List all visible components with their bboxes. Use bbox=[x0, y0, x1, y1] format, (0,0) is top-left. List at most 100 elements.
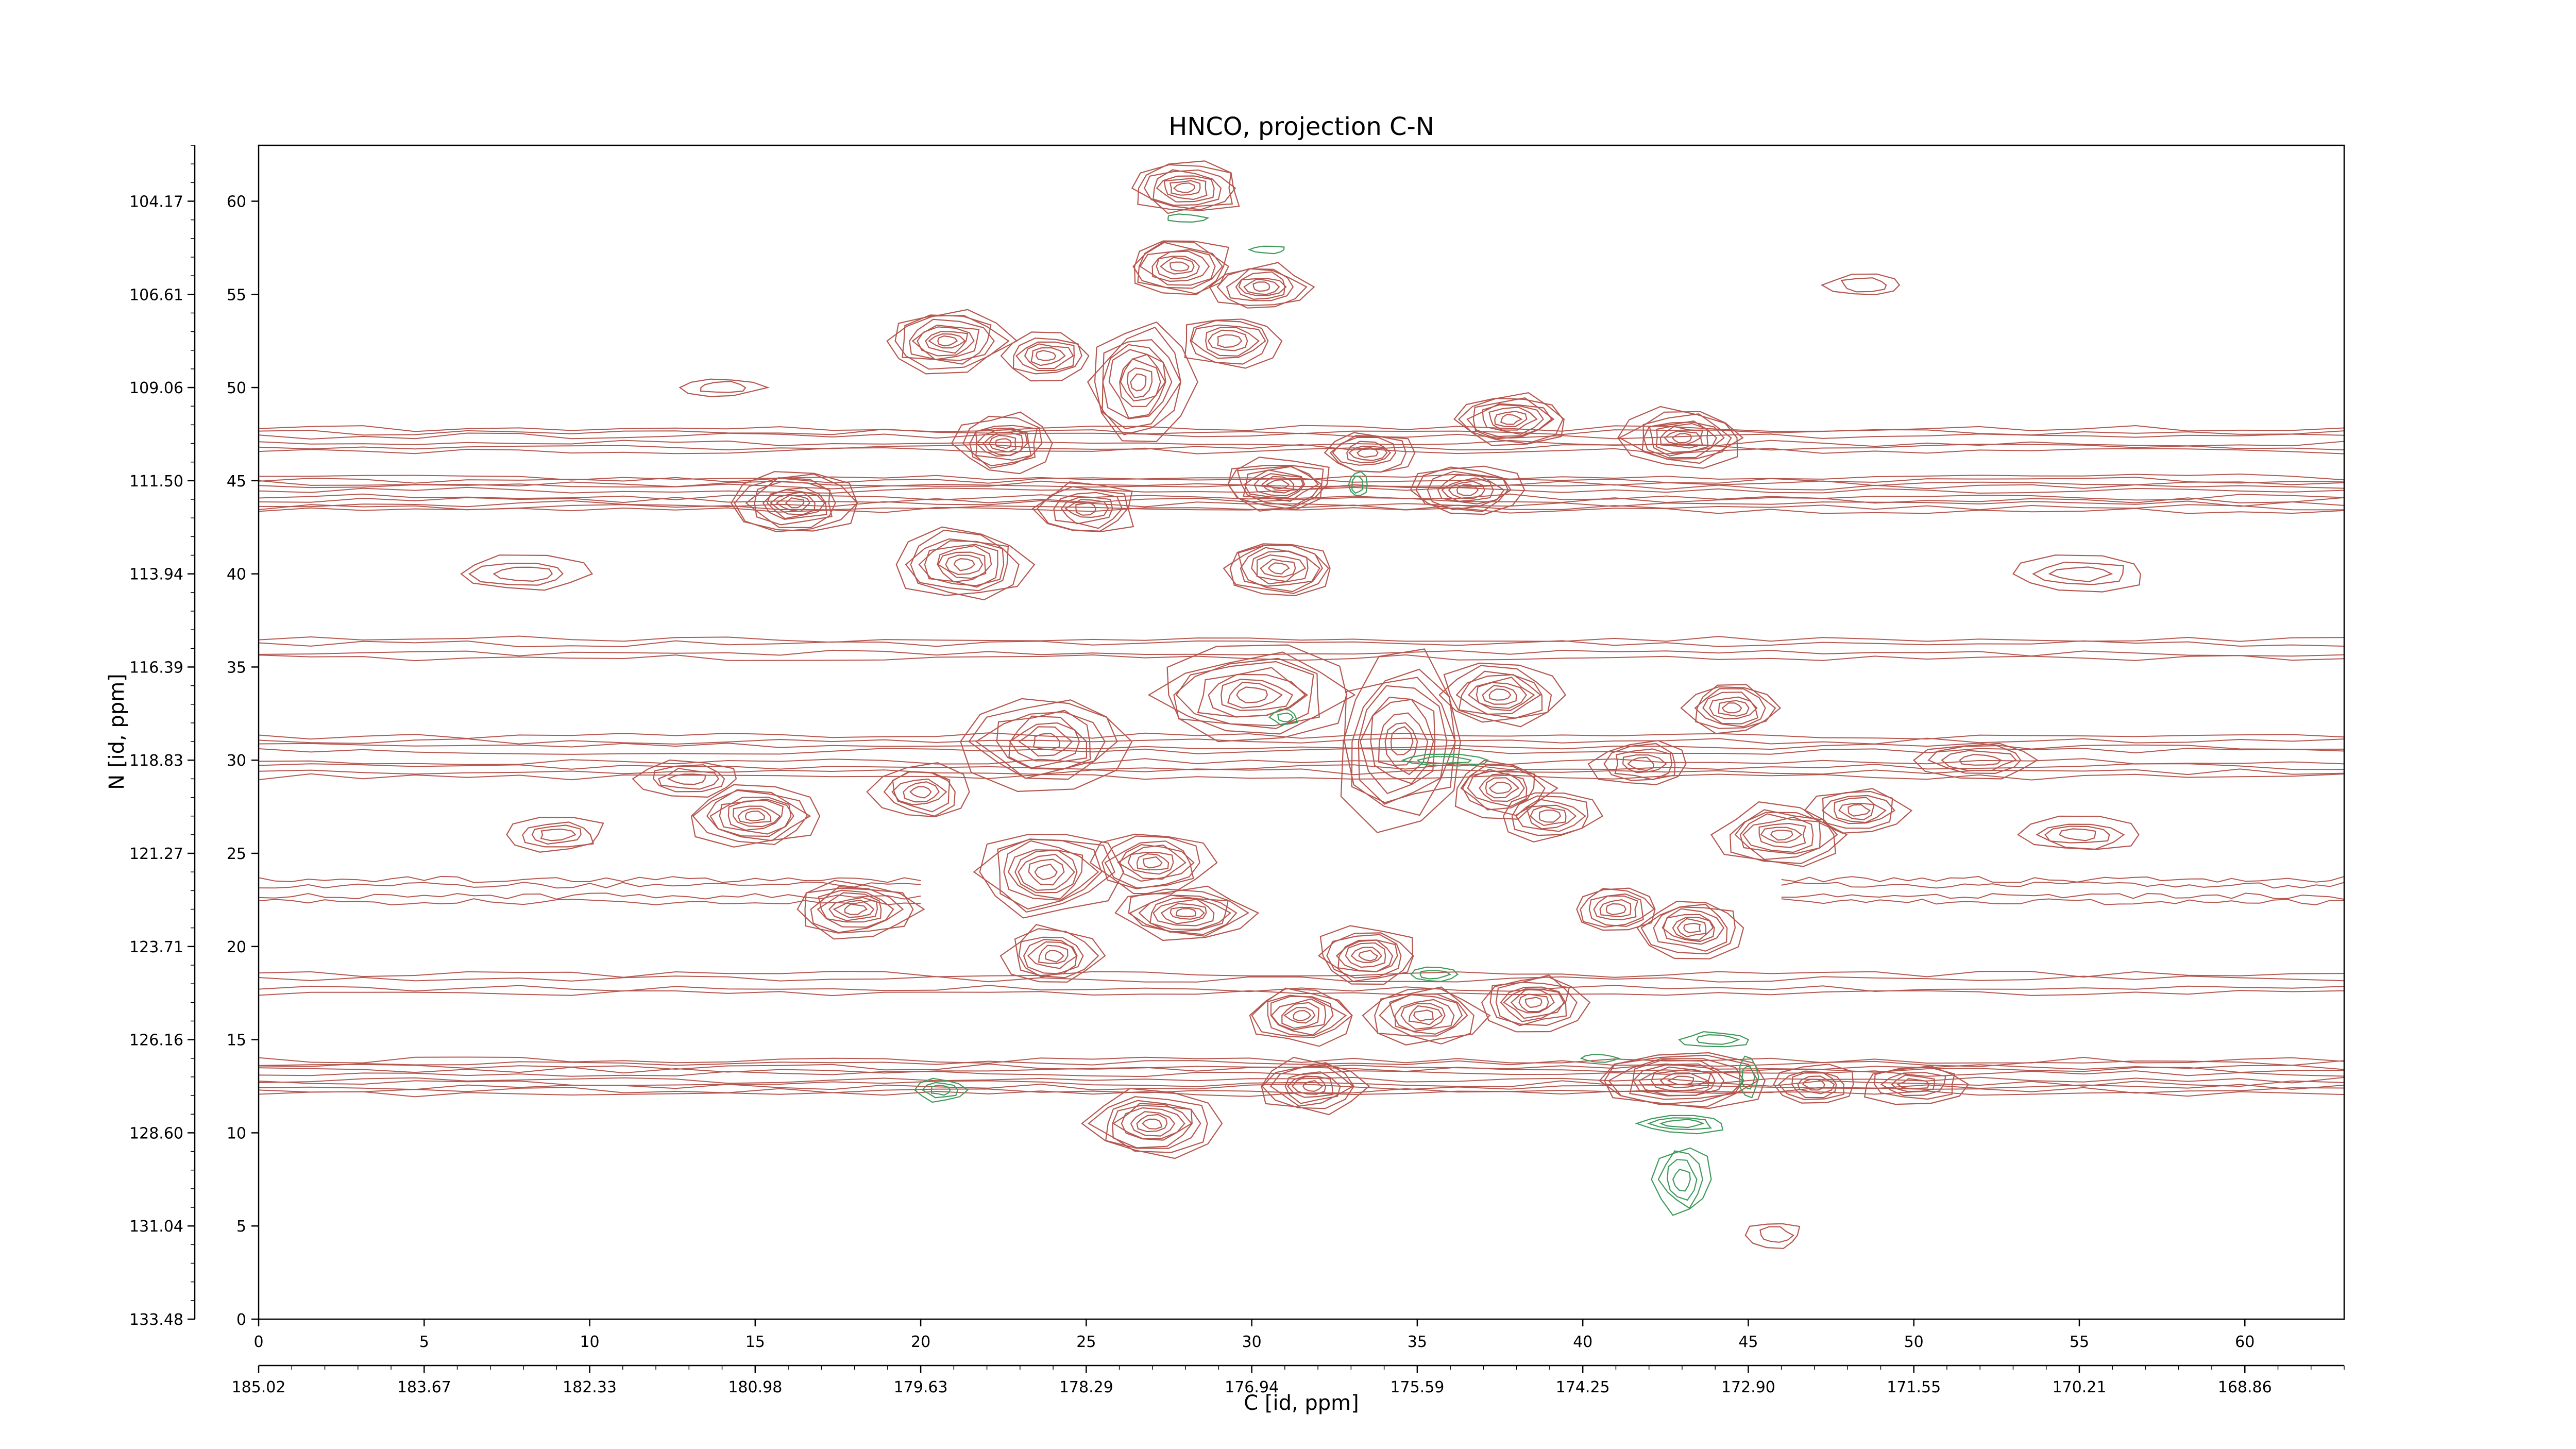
peak-contour-16-4 bbox=[1251, 550, 1309, 585]
peak-contour-30-6 bbox=[833, 899, 875, 918]
peak-contour-29-2 bbox=[1821, 795, 1896, 824]
peak-contour-31-1 bbox=[1128, 888, 1250, 937]
peak-contour-8-6 bbox=[1494, 411, 1528, 428]
peak-contour-34-3 bbox=[1663, 908, 1725, 945]
peak-contour-2-2 bbox=[1226, 268, 1294, 301]
y-axis-label: N [id, ppm] bbox=[105, 673, 129, 790]
peak-contour-32-5 bbox=[1038, 945, 1069, 964]
peak-contour-2-6 bbox=[1252, 281, 1270, 292]
peak-contour-41-4 bbox=[1633, 1063, 1725, 1097]
peak-contour-15-2 bbox=[905, 538, 1009, 592]
peak-contour-23-0 bbox=[690, 784, 821, 848]
peak-contour-12-4 bbox=[1348, 445, 1388, 461]
y-index-tick-label-6: 30 bbox=[227, 752, 246, 770]
peak-contour-36-3 bbox=[1500, 986, 1566, 1022]
peak-contour-8-7 bbox=[1500, 414, 1523, 425]
peak-contour-31-6 bbox=[1160, 903, 1207, 924]
x-index-tick-label-12: 60 bbox=[2235, 1333, 2255, 1351]
x-ppm-tick-label-6: 176.94 bbox=[1225, 1378, 1279, 1396]
peak-contour-47-1 bbox=[1927, 745, 2022, 774]
peak-contour-39-1 bbox=[1261, 1062, 1355, 1109]
band-contour-1-3-lower bbox=[259, 497, 2344, 504]
peak-contour-20-6 bbox=[1721, 702, 1742, 714]
x-ppm-tick-label-1: 183.67 bbox=[397, 1378, 451, 1396]
peak-contour-3-0 bbox=[886, 309, 1018, 375]
peak-contour-5-6 bbox=[1120, 358, 1161, 402]
band-contour-4-1-upper bbox=[259, 975, 2344, 983]
peak-contour-19-3 bbox=[1455, 674, 1541, 715]
peak-contour-42-4 bbox=[1802, 1079, 1825, 1091]
peak-contour-2-5 bbox=[1243, 278, 1280, 295]
peak-contour-33-2 bbox=[1326, 934, 1402, 979]
peak-contour-23-7 bbox=[737, 808, 772, 824]
peak-contour-40-1 bbox=[1088, 1096, 1208, 1153]
peak-contour-16-7 bbox=[1267, 562, 1290, 575]
peak-contour-36-7 bbox=[1524, 997, 1543, 1008]
peak-contour-46-3 bbox=[540, 828, 577, 841]
negative-peak-contour-5-0 bbox=[1401, 753, 1489, 767]
peak-contour-4-2 bbox=[1015, 341, 1075, 372]
peak-contour-35-3 bbox=[1593, 895, 1639, 920]
negative-peak-contour-11-1 bbox=[1741, 1066, 1756, 1090]
peak-contour-10-8 bbox=[785, 497, 805, 509]
y-ppm-tick-label-5: 121.27 bbox=[129, 845, 183, 863]
peak-contour-9-7 bbox=[1664, 430, 1702, 445]
y-index-tick-label-0: 0 bbox=[236, 1311, 246, 1329]
peak-contour-37-7 bbox=[1293, 1009, 1312, 1021]
peak-contour-10-7 bbox=[775, 494, 810, 512]
peak-contour-34-6 bbox=[1676, 918, 1707, 938]
peak-contour-19-0 bbox=[1443, 662, 1567, 728]
peak-contour-8-0 bbox=[1458, 392, 1565, 446]
peak-contour-22-4 bbox=[903, 781, 940, 803]
peak-contour-15-6 bbox=[937, 551, 987, 579]
peak-contour-18-4 bbox=[1359, 696, 1436, 795]
peak-contour-17-2 bbox=[1173, 658, 1320, 727]
peak-contour-23-1 bbox=[692, 789, 808, 845]
peak-contour-30-0 bbox=[796, 880, 925, 940]
x-ppm-tick-label-8: 174.25 bbox=[1556, 1378, 1610, 1396]
peak-contour-26-2 bbox=[1460, 770, 1535, 811]
peak-contour-6-0 bbox=[1184, 318, 1283, 369]
peak-contour-38-7 bbox=[1413, 1009, 1434, 1022]
peak-contour-44-2 bbox=[1614, 748, 1673, 781]
peak-contour-33-3 bbox=[1337, 939, 1398, 972]
peak-contour-13-2 bbox=[1427, 470, 1512, 511]
peak-contour-24-5 bbox=[1014, 849, 1078, 894]
peak-contour-41-2 bbox=[1608, 1058, 1745, 1105]
peak-contour-1-7 bbox=[1170, 261, 1190, 272]
peak-contour-18-2 bbox=[1351, 668, 1456, 803]
peak-contour-52-1 bbox=[1840, 277, 1887, 293]
peak-contour-28-5 bbox=[1758, 822, 1807, 848]
y-ppm-tick-label-6: 118.83 bbox=[129, 752, 183, 770]
peak-contour-38-3 bbox=[1388, 994, 1463, 1035]
peak-contour-34-2 bbox=[1653, 903, 1728, 952]
peak-contour-32-6 bbox=[1044, 950, 1064, 963]
band-contour-1-4-lower bbox=[259, 493, 2344, 501]
peak-contour-8-5 bbox=[1488, 407, 1538, 431]
peak-contour-8-4 bbox=[1482, 404, 1545, 435]
y-index-tick-label-3: 15 bbox=[227, 1032, 246, 1050]
peak-contour-29-4 bbox=[1838, 803, 1875, 820]
peak-contour-36-2 bbox=[1495, 981, 1570, 1026]
y-index-tick-label-8: 40 bbox=[227, 566, 246, 584]
x-index-tick-label-1: 5 bbox=[419, 1333, 429, 1351]
band-contour-5-2-upper bbox=[259, 432, 2344, 440]
peak-contour-50-1 bbox=[2032, 561, 2124, 585]
y-ppm-tick-label-2: 128.60 bbox=[129, 1124, 183, 1142]
peak-contour-31-5 bbox=[1153, 899, 1215, 926]
peak-contour-17-0 bbox=[1166, 644, 1347, 743]
peak-contour-45-2 bbox=[658, 767, 720, 790]
peak-contour-3-7 bbox=[928, 333, 966, 349]
y-ppm-tick-label-10: 109.06 bbox=[129, 379, 183, 397]
peak-contour-34-0 bbox=[1636, 901, 1744, 959]
peak-contour-14-3 bbox=[1060, 496, 1113, 525]
peak-contour-45-3 bbox=[667, 773, 706, 785]
peak-contour-40-4 bbox=[1112, 1103, 1193, 1139]
band-contour-2-1-lower bbox=[259, 768, 2344, 776]
peak-contour-9-5 bbox=[1655, 423, 1709, 453]
chart-title: HNCO, projection C-N bbox=[1168, 112, 1434, 141]
band-contour-3-0-lower bbox=[259, 654, 2344, 662]
peak-contour-17-8 bbox=[1236, 686, 1268, 704]
band-contour-4-0-upper bbox=[259, 971, 2344, 978]
peak-contour-18-7 bbox=[1384, 722, 1418, 766]
